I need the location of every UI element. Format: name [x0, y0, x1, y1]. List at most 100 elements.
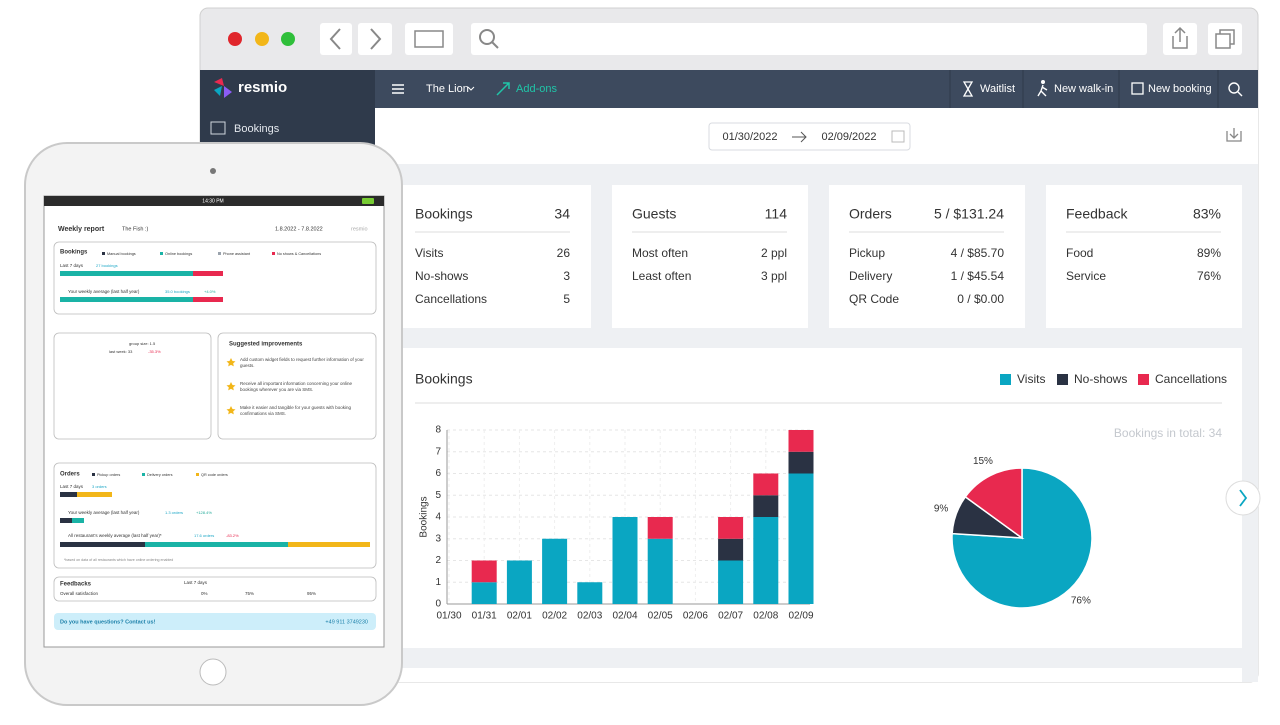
report-text: *based on data of all restaurants which …	[64, 558, 173, 562]
venue-select[interactable]: The Lion	[426, 83, 469, 95]
walkin-button[interactable]: New walk-in	[1054, 83, 1113, 95]
sidebar-item[interactable]: Bookings	[234, 123, 280, 135]
stat-card	[829, 185, 1025, 328]
bar-segment	[753, 517, 779, 604]
report-text: last week: 33	[109, 349, 133, 354]
x-tick-label: 02/01	[507, 611, 532, 622]
pie-slice	[964, 467, 1023, 540]
close-button[interactable]	[228, 32, 242, 46]
suggestion: Receive all important information concer…	[240, 381, 352, 392]
bar-segment	[753, 495, 779, 517]
y-tick-label: 0	[435, 599, 441, 610]
progress-bar	[288, 542, 370, 547]
date-from: 01/30/2022	[722, 131, 777, 143]
report-text: QR code orders	[201, 473, 228, 477]
legend-swatch	[1057, 374, 1068, 385]
card-row-value: 0 / $0.00	[957, 292, 1004, 306]
x-tick-label: 02/02	[542, 611, 567, 622]
bar-segment	[718, 560, 744, 604]
next-arrow[interactable]	[1225, 480, 1261, 516]
x-tick-label: 02/09	[788, 611, 813, 622]
card-title: Feedback	[1066, 206, 1128, 222]
card-row-value: 26	[557, 246, 571, 260]
card-title: Orders	[849, 206, 892, 222]
zoom-button[interactable]	[281, 32, 295, 46]
minimize-button[interactable]	[255, 32, 269, 46]
status-bar	[44, 196, 384, 206]
home-button[interactable]	[199, 658, 227, 686]
tabs-button[interactable]	[1208, 23, 1242, 55]
bar-segment	[647, 517, 673, 539]
download-icon[interactable]	[1226, 128, 1242, 142]
report-text: 75%	[245, 591, 254, 596]
report-logo: resmio	[351, 226, 368, 232]
date-range[interactable]	[708, 122, 911, 151]
pie-label: 9%	[934, 504, 949, 515]
card-row-value: 4 / $85.70	[951, 246, 1005, 260]
date-to: 02/09/2022	[821, 131, 876, 143]
report-text: Orders	[60, 472, 80, 478]
forward-button[interactable]	[358, 23, 392, 55]
legend-swatch	[102, 252, 105, 255]
report-text: Pickup orders	[97, 473, 120, 477]
back-icon	[329, 28, 341, 50]
stat-card	[395, 185, 591, 328]
report-text: Manual bookings	[107, 252, 136, 256]
report-text: Overall satisfaction	[60, 591, 99, 596]
tabs-icon	[1215, 33, 1231, 49]
logo-mark	[214, 86, 222, 96]
bar-segment	[788, 430, 814, 452]
logo-mark	[224, 86, 232, 98]
card-row-label: Least often	[632, 269, 691, 283]
next-panel	[395, 668, 1242, 682]
stat-card	[1046, 185, 1242, 328]
y-tick-label: 6	[435, 468, 441, 479]
card-row-value: 76%	[1197, 269, 1221, 283]
progress-bar	[60, 297, 193, 302]
bar-segment	[471, 560, 497, 583]
sidebar-toggle[interactable]	[405, 23, 453, 55]
card-row-value: 3	[563, 269, 570, 283]
address-bar[interactable]	[471, 23, 1147, 55]
y-axis-label: Bookings	[419, 496, 430, 537]
report-section	[217, 332, 377, 440]
card-row-label: Food	[1066, 246, 1093, 260]
bar-segment	[788, 451, 814, 474]
pie-label: 15%	[973, 456, 993, 467]
y-tick-label: 4	[435, 512, 441, 523]
booking-icon	[1131, 82, 1144, 95]
next-arrow-icon	[1239, 489, 1248, 507]
suggestion: Add custom widget fields to request furt…	[240, 357, 364, 368]
menu-icon[interactable]	[392, 84, 404, 94]
waitlist-button[interactable]: Waitlist	[980, 83, 1015, 95]
total-annotation: Bookings in total: 34	[1114, 426, 1222, 440]
star-icon	[226, 382, 236, 391]
report-text: Last 7 days	[60, 484, 84, 489]
search-icon	[1237, 91, 1243, 97]
bar-segment	[753, 473, 779, 496]
calendar-icon	[891, 130, 905, 143]
tabs-icon	[1219, 29, 1235, 45]
card-row-value: 1 / $45.54	[951, 269, 1005, 283]
legend-label: No-shows	[1074, 372, 1127, 386]
progress-bar	[60, 542, 145, 547]
progress-bar	[72, 518, 84, 523]
new-booking-button[interactable]: New booking	[1148, 83, 1212, 95]
search-icon[interactable]	[1228, 82, 1240, 94]
report-text: -83.2%	[226, 533, 239, 538]
back-button[interactable]	[320, 23, 352, 55]
legend-label: Visits	[1017, 372, 1045, 386]
x-tick-label: 02/06	[683, 611, 708, 622]
card-row-label: Service	[1066, 269, 1106, 283]
forward-icon	[370, 28, 382, 50]
report-text: 3 orders	[92, 484, 107, 489]
addons-link[interactable]: Add-ons	[516, 83, 557, 95]
legend-swatch	[272, 252, 275, 255]
share-icon	[1172, 26, 1188, 49]
search-icon	[479, 29, 495, 45]
bar-segment	[647, 538, 673, 604]
report-text: Suggested improvements	[229, 342, 303, 348]
progress-bar	[193, 271, 223, 276]
progress-bar	[145, 542, 288, 547]
